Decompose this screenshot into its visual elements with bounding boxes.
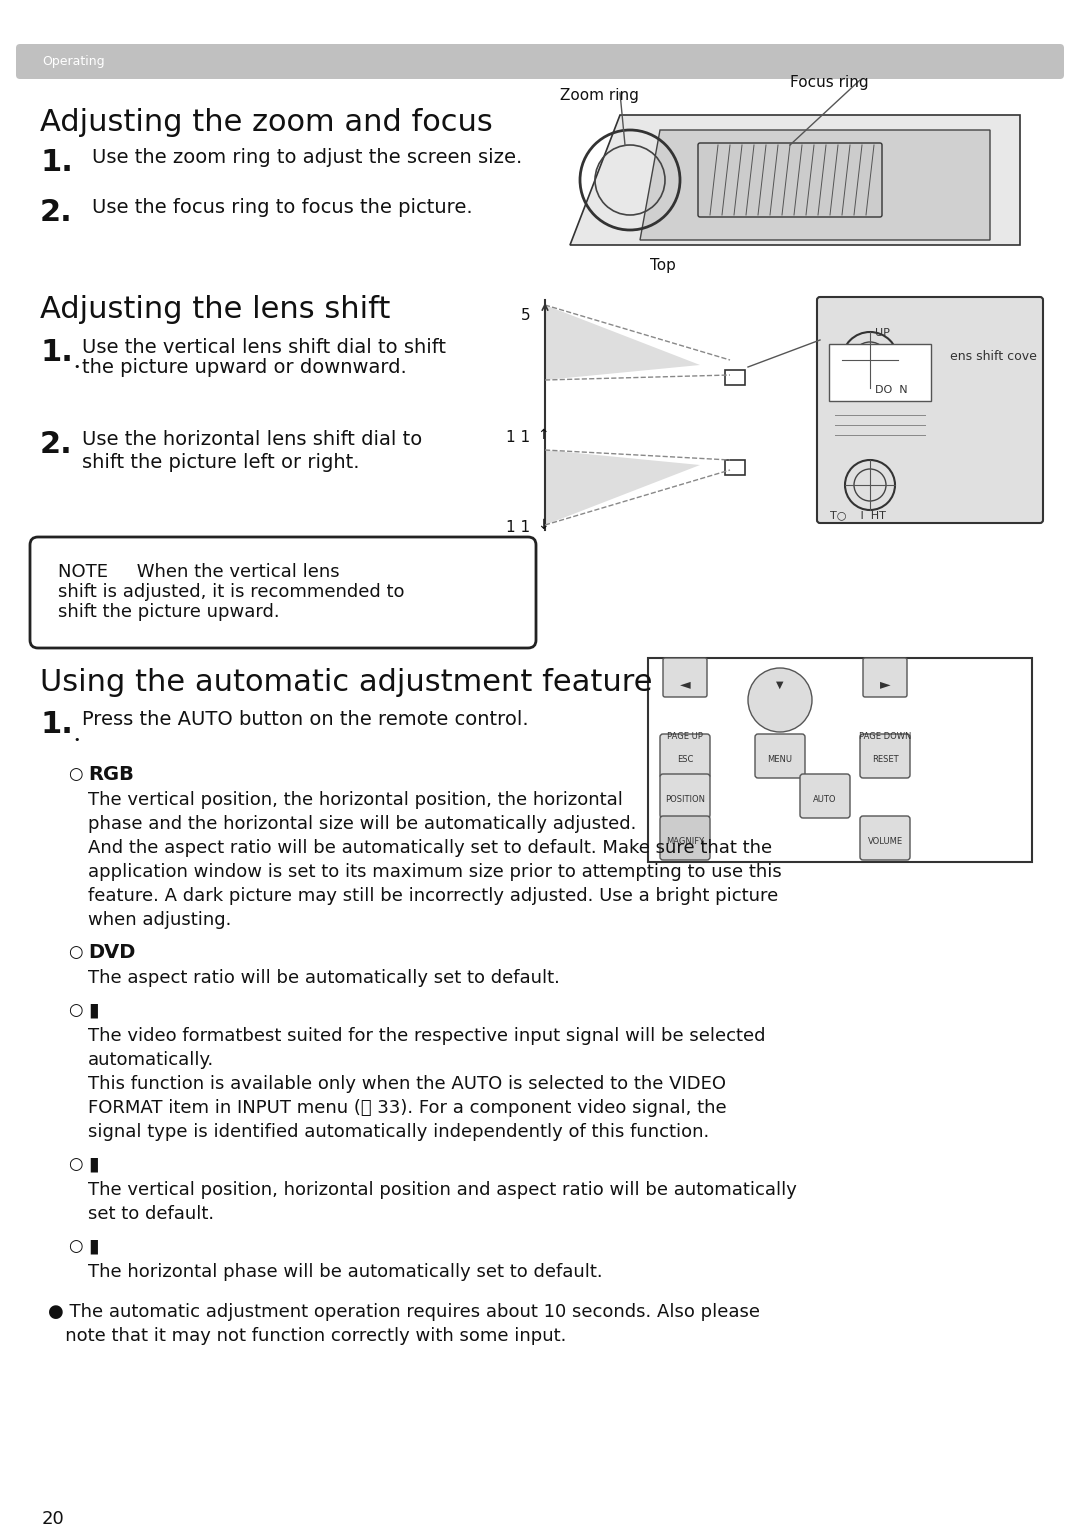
Text: Top: Top	[650, 257, 676, 273]
Text: NOTE     When the vertical lens: NOTE When the vertical lens	[58, 562, 339, 581]
Text: FORMAT item in INPUT menu (⌸ 33). For a component video signal, the: FORMAT item in INPUT menu (⌸ 33). For a …	[87, 1098, 727, 1117]
Text: ▮: ▮	[87, 1000, 98, 1020]
FancyBboxPatch shape	[663, 659, 707, 697]
Text: The vertical position, horizontal position and aspect ratio will be automaticall: The vertical position, horizontal positi…	[87, 1181, 797, 1200]
Text: shift is adjusted, it is recommended to: shift is adjusted, it is recommended to	[58, 584, 405, 601]
Text: feature. A dark picture may still be incorrectly adjusted. Use a bright picture: feature. A dark picture may still be inc…	[87, 887, 779, 905]
Text: ▮: ▮	[87, 1236, 98, 1256]
Text: note that it may not function correctly with some input.: note that it may not function correctly …	[48, 1327, 566, 1345]
Text: shift the picture left or right.: shift the picture left or right.	[82, 453, 360, 472]
Text: ● The automatic adjustment operation requires about 10 seconds. Also please: ● The automatic adjustment operation req…	[48, 1304, 760, 1321]
Text: Press the AUTO button on the remote control.: Press the AUTO button on the remote cont…	[82, 709, 528, 729]
Text: ►: ►	[880, 677, 890, 691]
Text: 1 1: 1 1	[505, 519, 530, 535]
Text: ↓: ↓	[537, 518, 549, 532]
Text: DVD: DVD	[87, 944, 135, 962]
Text: 1.: 1.	[40, 149, 72, 178]
Text: The vertical position, the horizontal position, the horizontal: The vertical position, the horizontal po…	[87, 791, 623, 809]
Text: This function is available only when the AUTO is selected to the VIDEO: This function is available only when the…	[87, 1075, 726, 1092]
Text: 1.: 1.	[40, 709, 72, 738]
Text: ○: ○	[68, 944, 82, 961]
FancyBboxPatch shape	[698, 142, 882, 218]
Text: POSITION: POSITION	[665, 795, 705, 804]
Text: Adjusting the lens shift: Adjusting the lens shift	[40, 296, 390, 323]
Text: Use the zoom ring to adjust the screen size.: Use the zoom ring to adjust the screen s…	[92, 149, 523, 167]
Text: And the aspect ratio will be automatically set to default. Make sure that the: And the aspect ratio will be automatical…	[87, 840, 772, 856]
Text: RGB: RGB	[87, 764, 134, 784]
FancyBboxPatch shape	[860, 734, 910, 778]
Text: application window is set to its maximum size prior to attempting to use this: application window is set to its maximum…	[87, 863, 782, 881]
Text: 20: 20	[42, 1511, 65, 1527]
Text: ◄: ◄	[679, 677, 690, 691]
FancyBboxPatch shape	[30, 538, 536, 648]
Text: Use the vertical lens shift dial to shift: Use the vertical lens shift dial to shif…	[82, 339, 446, 357]
Text: •: •	[73, 362, 80, 372]
FancyBboxPatch shape	[660, 774, 710, 818]
Text: DO  N: DO N	[875, 385, 907, 395]
Text: ens shift cove: ens shift cove	[950, 349, 1037, 363]
Text: Using the automatic adjustment feature: Using the automatic adjustment feature	[40, 668, 652, 697]
Text: MENU: MENU	[768, 755, 793, 764]
FancyBboxPatch shape	[755, 734, 805, 778]
Text: ESC: ESC	[677, 755, 693, 764]
Text: AUTO: AUTO	[813, 795, 837, 804]
Text: ○: ○	[68, 764, 82, 783]
Text: 2.: 2.	[40, 430, 72, 460]
Circle shape	[748, 668, 812, 732]
Text: Focus ring: Focus ring	[789, 75, 868, 90]
Text: The horizontal phase will be automatically set to default.: The horizontal phase will be automatical…	[87, 1262, 603, 1281]
Text: ○: ○	[68, 1000, 82, 1019]
Text: UP: UP	[875, 328, 890, 339]
FancyBboxPatch shape	[829, 345, 931, 401]
Polygon shape	[545, 450, 700, 525]
Text: Use the horizontal lens shift dial to: Use the horizontal lens shift dial to	[82, 430, 422, 449]
Text: The aspect ratio will be automatically set to default.: The aspect ratio will be automatically s…	[87, 970, 559, 987]
Text: PAGE UP: PAGE UP	[667, 732, 703, 741]
Text: set to default.: set to default.	[87, 1206, 214, 1223]
Text: 1.: 1.	[40, 339, 72, 368]
Text: ▮: ▮	[87, 1155, 98, 1174]
Text: 5: 5	[521, 308, 530, 323]
Text: 2.: 2.	[40, 198, 72, 227]
Text: ▼: ▼	[777, 680, 784, 689]
Text: MAGNIFY: MAGNIFY	[666, 836, 704, 846]
Text: Operating: Operating	[42, 55, 105, 67]
FancyBboxPatch shape	[660, 734, 710, 778]
Text: automatically.: automatically.	[87, 1051, 214, 1069]
FancyBboxPatch shape	[816, 297, 1043, 522]
FancyBboxPatch shape	[648, 659, 1032, 863]
Text: •: •	[73, 735, 80, 745]
Text: ○: ○	[68, 1155, 82, 1174]
FancyBboxPatch shape	[660, 817, 710, 859]
Text: Adjusting the zoom and focus: Adjusting the zoom and focus	[40, 107, 492, 136]
FancyBboxPatch shape	[863, 659, 907, 697]
Text: Zoom ring: Zoom ring	[561, 87, 639, 103]
Text: ○: ○	[68, 1236, 82, 1255]
Text: T○    I  HT: T○ I HT	[831, 510, 886, 519]
Text: when adjusting.: when adjusting.	[87, 912, 231, 928]
Text: shift the picture upward.: shift the picture upward.	[58, 604, 280, 620]
Polygon shape	[545, 305, 700, 380]
Polygon shape	[640, 130, 990, 241]
Text: VOLUME: VOLUME	[867, 836, 903, 846]
FancyBboxPatch shape	[725, 371, 745, 385]
FancyBboxPatch shape	[16, 44, 1064, 80]
Text: signal type is identified automatically independently of this function.: signal type is identified automatically …	[87, 1123, 710, 1141]
Text: the picture upward or downward.: the picture upward or downward.	[82, 358, 407, 377]
Text: RESET: RESET	[872, 755, 899, 764]
FancyBboxPatch shape	[725, 460, 745, 475]
Polygon shape	[570, 115, 1020, 245]
Text: phase and the horizontal size will be automatically adjusted.: phase and the horizontal size will be au…	[87, 815, 636, 833]
Text: ↑: ↑	[537, 427, 549, 443]
Text: PAGE DOWN: PAGE DOWN	[859, 732, 912, 741]
FancyBboxPatch shape	[860, 817, 910, 859]
Text: The video format⁠best suited for the respective input signal will be selected: The video format⁠best suited for the res…	[87, 1026, 766, 1045]
FancyBboxPatch shape	[800, 774, 850, 818]
Text: 1 1: 1 1	[505, 430, 530, 444]
Text: Use the focus ring to focus the picture.: Use the focus ring to focus the picture.	[92, 198, 473, 218]
